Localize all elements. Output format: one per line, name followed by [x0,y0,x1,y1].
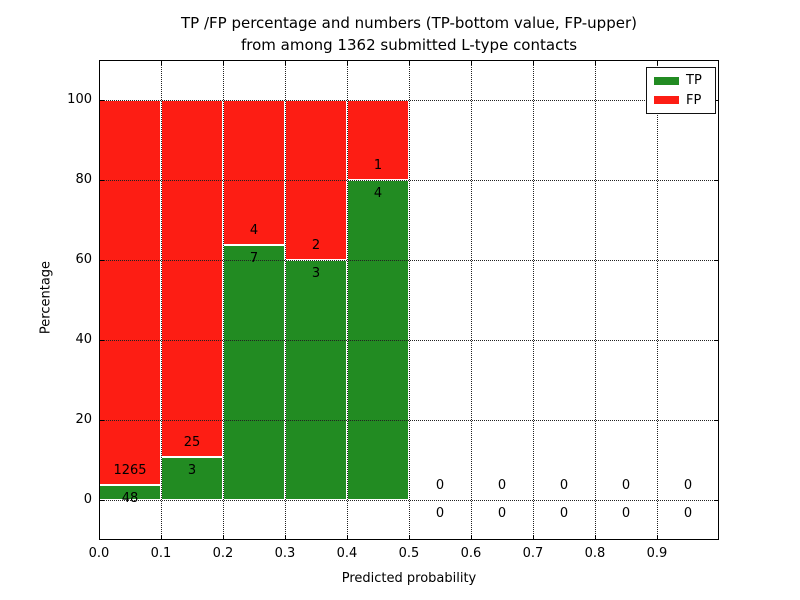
x-tick-mark [595,535,596,540]
x-tick-mark [657,535,658,540]
x-tick-mark [285,60,286,65]
fp-count-label: 0 [621,478,631,493]
x-tick-mark [471,535,472,540]
fp-count-label: 0 [435,478,445,493]
bar-tp-segment [161,457,223,500]
x-tick-label: 0.6 [460,546,482,561]
x-tick-label: 0.3 [274,546,296,561]
x-tick-label: 0.1 [150,546,172,561]
v-gridline [223,60,224,540]
x-tick-mark [533,535,534,540]
v-gridline [471,60,472,540]
x-tick-mark [657,60,658,65]
chart-title: TP /FP percentage and numbers (TP-bottom… [99,12,719,56]
fp-color-swatch [654,96,679,105]
tp-count-label: 0 [435,506,445,521]
x-axis-label: Predicted probability [341,571,477,586]
y-tick-mark [99,260,104,261]
x-tick-label: 0.8 [584,546,606,561]
v-gridline [657,60,658,540]
y-tick-label: 100 [67,92,92,107]
tp-count-label: 0 [683,506,693,521]
x-tick-label: 0.2 [212,546,234,561]
legend: TP FP [646,67,716,114]
v-gridline [409,60,410,540]
tp-count-label: 0 [621,506,631,521]
bar-tp-segment [223,245,285,500]
v-gridline [595,60,596,540]
v-gridline [161,60,162,540]
v-gridline [533,60,534,540]
x-tick-mark [409,60,410,65]
x-tick-mark [409,535,410,540]
bar-fp-segment [223,100,285,246]
y-tick-mark [99,420,104,421]
plot-area: 1265 48 25 3 4 7 2 3 1 4 0 0 0 0 0 0 0 0 0 0 [99,60,719,540]
y-tick-mark [99,340,104,341]
y-tick-label: 0 [83,492,92,507]
x-tick-label: 0.0 [88,546,110,561]
x-tick-label: 0.4 [336,546,358,561]
tp-count-label: 0 [497,506,507,521]
y-tick-mark [714,500,719,501]
y-tick-label: 40 [75,332,92,347]
fp-count-label: 4 [249,223,259,239]
x-tick-label: 0.5 [398,546,420,561]
bar-fp-segment [99,100,161,486]
y-tick-mark [99,180,104,181]
y-tick-label: 60 [75,252,92,267]
v-gridline [285,60,286,540]
tp-count-label: 0 [559,506,569,521]
y-tick-mark [714,260,719,261]
x-tick-label: 0.9 [646,546,668,561]
legend-label-fp: FP [686,92,702,108]
x-tick-mark [347,60,348,65]
y-tick-mark [99,100,104,101]
x-tick-mark [595,60,596,65]
y-tick-label: 80 [75,172,92,187]
x-tick-mark [223,60,224,65]
y-tick-label: 20 [75,412,92,427]
y-tick-mark [714,420,719,421]
fp-count-label: 0 [683,478,693,493]
chart-title-line2: from among 1362 submitted L-type contact… [240,36,578,54]
x-tick-label: 0.7 [522,546,544,561]
bar-fp-segment [161,100,223,458]
x-tick-mark [285,535,286,540]
y-tick-mark [714,100,719,101]
x-tick-mark [161,60,162,65]
fp-count-label: 1 [373,158,383,173]
tp-count-label: 3 [311,266,321,281]
x-tick-mark [223,535,224,540]
tp-count-label: 4 [373,186,383,201]
legend-item-tp: TP [654,74,715,87]
y-tick-mark [714,180,719,181]
bar-tp-segment [285,260,347,500]
v-gridline [347,60,348,540]
fp-count-label: 25 [183,435,201,451]
fp-count-label: 2 [311,238,321,253]
chart-title-line1: TP /FP percentage and numbers (TP-bottom… [181,14,637,32]
tp-count-label: 7 [249,251,259,267]
x-tick-mark [161,535,162,540]
x-tick-mark [533,60,534,65]
fp-count-label: 0 [559,478,569,493]
x-tick-mark [471,60,472,65]
legend-item-fp: FP [654,94,715,107]
y-tick-mark [99,500,104,501]
tp-count-label: 3 [187,463,197,479]
fp-count-label: 0 [497,478,507,493]
x-tick-mark [347,535,348,540]
legend-label-tp: TP [686,73,702,89]
y-tick-mark [714,340,719,341]
fp-count-label: 1265 [113,463,147,479]
tp-color-swatch [654,76,679,85]
tp-count-label: 48 [121,491,139,507]
